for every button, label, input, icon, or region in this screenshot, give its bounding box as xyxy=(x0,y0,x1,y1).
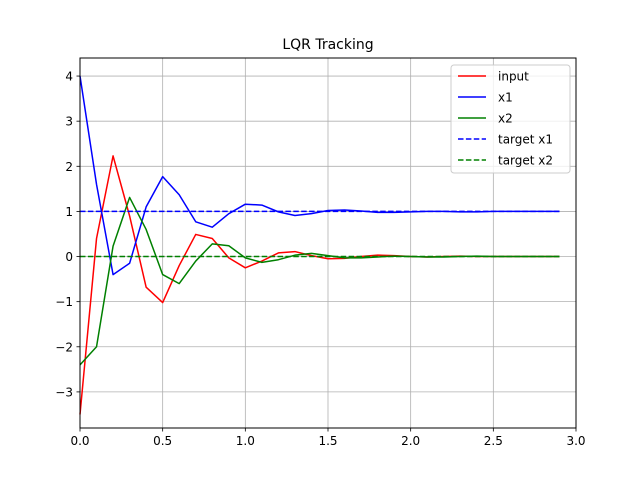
x-tick-label: 1.0 xyxy=(236,434,255,448)
legend-label: input xyxy=(498,70,529,84)
x-tick-label: 2.5 xyxy=(484,434,503,448)
legend: input x1 x2 target x1 target x2 xyxy=(450,64,571,174)
x-tick-label: 0.5 xyxy=(153,434,172,448)
chart-title: LQR Tracking xyxy=(282,37,373,53)
series-lines xyxy=(79,75,560,415)
legend-box xyxy=(450,64,571,174)
y-tick-label: 3 xyxy=(65,115,73,129)
y-axis: −3 −2 −1 0 1 2 3 4 xyxy=(55,70,80,399)
legend-label: x2 xyxy=(498,112,513,126)
y-tick-label: 0 xyxy=(65,250,73,264)
x-axis: 0.0 0.5 1.0 1.5 2.0 2.5 3.0 xyxy=(70,428,586,448)
legend-label: target x1 xyxy=(498,133,553,147)
y-tick-label: −2 xyxy=(55,340,73,354)
y-tick-label: 4 xyxy=(65,70,73,84)
x-tick-label: 3.0 xyxy=(566,434,585,448)
legend-label: x1 xyxy=(498,91,513,105)
x-tick-label: 1.5 xyxy=(318,434,337,448)
y-tick-label: 1 xyxy=(65,205,73,219)
legend-label: target x2 xyxy=(498,154,553,168)
x-tick-label: 0.0 xyxy=(70,434,89,448)
series-line-2 xyxy=(79,196,560,366)
x-tick-label: 2.0 xyxy=(401,434,420,448)
y-tick-label: −1 xyxy=(55,295,73,309)
y-tick-label: −3 xyxy=(55,385,73,399)
y-tick-label: 2 xyxy=(65,160,73,174)
series-line-0 xyxy=(79,155,560,415)
